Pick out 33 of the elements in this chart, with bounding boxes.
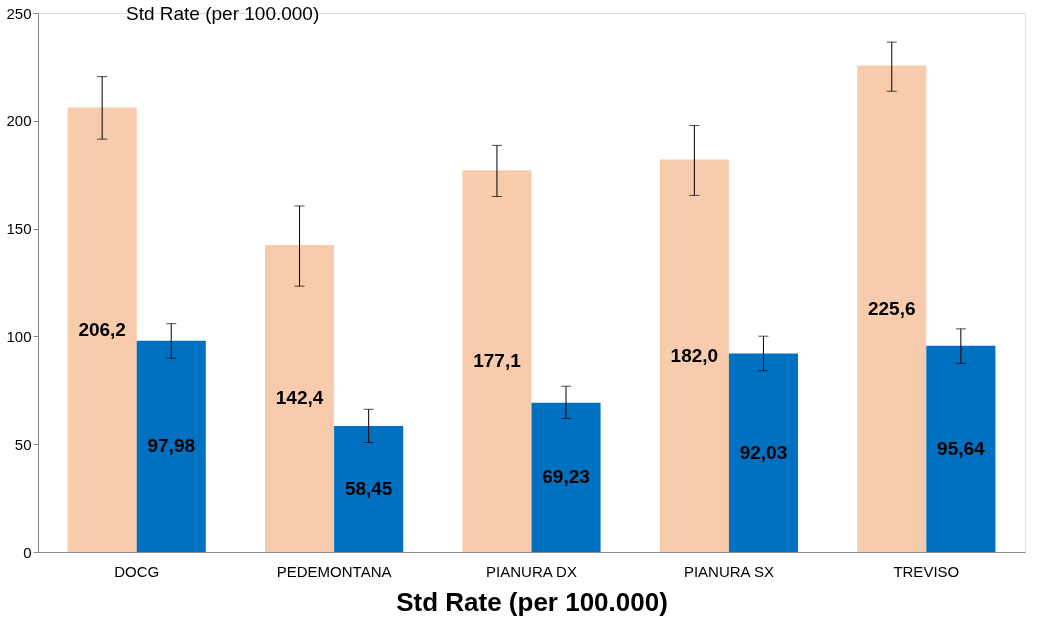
bar [728,353,798,552]
x-tick-label: PIANURA SX [683,562,774,580]
y-tick-label: 200 [6,112,32,130]
x-tick-label: DOCG [114,562,160,580]
data-label: 92,03 [739,441,788,463]
bar [462,170,532,552]
bar [926,345,996,552]
y-tick-label: 150 [6,220,32,238]
data-label: 182,0 [670,344,719,366]
bar [531,402,601,552]
x-tick-label: PIANURA DX [486,562,577,580]
bar [265,244,335,552]
data-label: 58,45 [344,477,393,499]
data-label: 97,98 [147,435,196,457]
chart-title: Std Rate (per 100.000) [125,3,320,24]
data-label: 69,23 [542,466,590,488]
bar [659,159,729,552]
bar [857,65,927,552]
y-tick-label: 0 [23,543,32,561]
y-tick-label: 250 [6,4,32,22]
x-tick-label: PEDEMONTANA [276,562,392,580]
bar [136,340,206,552]
bar [67,107,137,552]
data-label: 177,1 [473,350,522,372]
data-label: 142,4 [275,387,324,409]
y-tick-label: 100 [6,327,32,345]
bar [334,425,404,552]
x-tick-label: TREVISO [893,562,960,580]
x-axis-title: Std Rate (per 100.000) [396,586,668,617]
y-tick-label: 50 [14,435,32,453]
data-label: 95,64 [937,437,986,459]
data-label: 206,2 [78,318,126,340]
data-label: 225,6 [867,297,916,319]
